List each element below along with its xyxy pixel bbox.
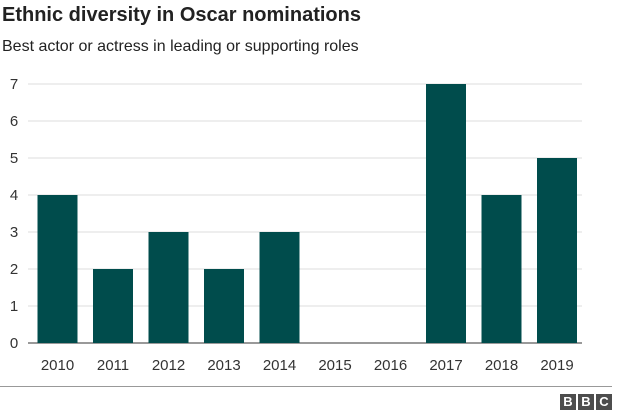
bar-2010 [37, 195, 78, 343]
bar-2011 [93, 269, 133, 343]
logo-letter: B [578, 394, 594, 410]
bar-2014 [259, 232, 300, 343]
x-tick-label: 2013 [207, 357, 240, 374]
y-tick-label: 2 [10, 261, 18, 278]
y-tick-label: 0 [10, 335, 18, 352]
y-tick-label: 6 [10, 113, 18, 130]
bar-2017 [426, 84, 466, 343]
y-tick-label: 5 [10, 150, 18, 167]
bars [37, 84, 577, 343]
chart-subtitle: Best actor or actress in leading or supp… [2, 38, 359, 55]
chart-title: Ethnic diversity in Oscar nominations [2, 4, 361, 26]
x-tick-label: 2012 [152, 357, 185, 374]
footer-divider [0, 386, 612, 387]
bar-2018 [481, 195, 522, 343]
logo-letter: C [596, 394, 612, 410]
x-axis-ticks: 2010 2011 2012 2013 2014 2015 2016 2017 2018 2019 [41, 357, 574, 374]
bar-2013 [204, 269, 244, 343]
bar-2012 [148, 232, 189, 343]
x-tick-label: 2018 [485, 357, 518, 374]
y-tick-label: 1 [10, 298, 18, 315]
y-axis-ticks: 0 1 2 3 4 5 6 7 [10, 76, 18, 352]
x-tick-label: 2016 [374, 357, 407, 374]
x-tick-label: 2014 [263, 357, 296, 374]
logo-letter: B [560, 394, 576, 410]
y-tick-label: 4 [10, 187, 18, 204]
x-tick-label: 2017 [429, 357, 462, 374]
x-tick-label: 2010 [41, 357, 74, 374]
x-tick-label: 2019 [540, 357, 573, 374]
y-tick-label: 7 [10, 76, 18, 93]
bar-2019 [537, 158, 577, 343]
x-tick-label: 2011 [97, 357, 129, 374]
y-tick-label: 3 [10, 224, 18, 241]
x-tick-label: 2015 [318, 357, 351, 374]
bbc-logo: B B C [560, 394, 612, 410]
